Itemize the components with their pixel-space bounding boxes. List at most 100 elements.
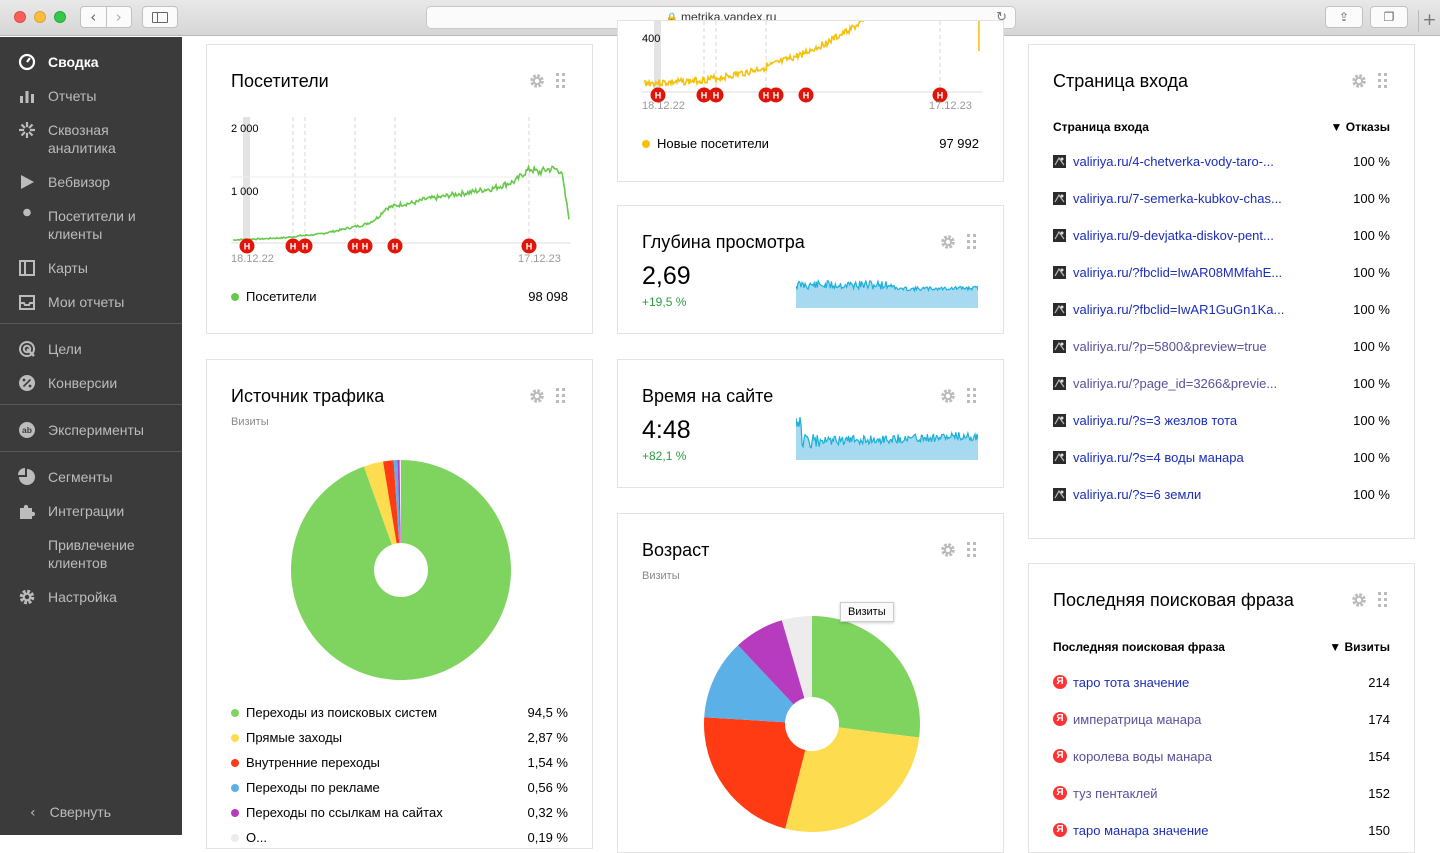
drag-handle-icon[interactable]	[1378, 73, 1388, 89]
entry-page-link[interactable]: valiriya.ru/9-devjatka-diskov-pent...	[1073, 227, 1274, 243]
close-window-button[interactable]	[14, 11, 26, 23]
drag-handle-icon[interactable]	[556, 388, 566, 404]
entry-page-link[interactable]: valiriya.ru/?s=3 жезлов тота	[1073, 412, 1238, 428]
annotation-marker-icon[interactable]: Н	[239, 238, 255, 254]
sidebar-item[interactable]: Конверсии	[0, 366, 182, 400]
lock-icon: 🔒	[665, 13, 679, 24]
legend-value: 1,54 %	[527, 755, 568, 770]
search-phrase-link[interactable]: королева воды манара	[1073, 748, 1212, 764]
sidebar-item[interactable]: Вебвизор	[0, 165, 182, 199]
annotation-marker-icon[interactable]: Н	[285, 238, 301, 254]
share-button[interactable]: ⇪	[1325, 6, 1363, 28]
collapse-sidebar-button[interactable]: ‹ Свернуть	[0, 804, 182, 821]
age-slice[interactable]	[738, 620, 805, 705]
drag-handle-icon[interactable]	[967, 234, 977, 250]
sidebar-item[interactable]: Сквозная аналитика	[0, 113, 182, 165]
gear-icon[interactable]	[528, 387, 546, 405]
minimize-window-button[interactable]	[34, 11, 46, 23]
svg-text:Н: Н	[773, 91, 780, 101]
sidebar-icon	[152, 12, 168, 23]
sidebar-item[interactable]: Интеграции	[0, 494, 182, 528]
annotation-marker-icon[interactable]: Н	[357, 238, 373, 254]
annotation-marker-icon[interactable]: Н	[387, 238, 403, 254]
age-slice[interactable]	[812, 616, 920, 738]
column-header[interactable]: Последняя поисковая фраза	[1053, 640, 1225, 654]
legend-value: 94,5 %	[527, 705, 568, 720]
sidebar-item[interactable]: Привлечение клиентов	[0, 528, 182, 580]
gear-icon[interactable]	[939, 233, 957, 251]
drag-handle-icon[interactable]	[967, 542, 977, 558]
legend-item[interactable]: Внутренние переходы 1,54 %	[231, 755, 568, 770]
sidebar-item[interactable]: Мои отчеты	[0, 285, 182, 319]
traffic-slice[interactable]	[399, 460, 401, 544]
traffic-slice[interactable]	[383, 460, 400, 544]
sidebar-item[interactable]: Сегменты	[0, 460, 182, 494]
search-phrase-link[interactable]: императрица манара	[1073, 711, 1202, 727]
bounce-rate: 100 %	[1353, 338, 1390, 354]
reload-icon[interactable]: ↻	[996, 10, 1007, 25]
sidebar-item[interactable]: Цели	[0, 332, 182, 366]
zoom-window-button[interactable]	[54, 11, 66, 23]
age-slice[interactable]	[704, 645, 794, 723]
legend-value: 2,87 %	[527, 730, 568, 745]
sidebar-toggle-button[interactable]	[142, 6, 178, 28]
age-slice[interactable]	[781, 616, 812, 699]
entry-page-link[interactable]: valiriya.ru/4-chetverka-vody-taro-...	[1073, 153, 1274, 169]
gear-icon[interactable]	[1350, 591, 1368, 609]
annotation-marker-icon[interactable]: Н	[521, 238, 537, 254]
gear-icon[interactable]	[1350, 72, 1368, 90]
gear-icon[interactable]	[939, 387, 957, 405]
legend-item[interactable]: О... 0,19 %	[231, 830, 568, 845]
new-tab-button[interactable]: +	[1418, 10, 1440, 32]
entry-page-link[interactable]: valiriya.ru/?p=5800&preview=true	[1073, 338, 1267, 354]
legend-value: 97 992	[939, 136, 979, 151]
age-slice[interactable]	[704, 717, 806, 829]
legend-item[interactable]: Прямые заходы 2,87 %	[231, 730, 568, 745]
back-icon[interactable]: ‹	[90, 8, 97, 26]
entry-page-link[interactable]: valiriya.ru/?page_id=3266&previe...	[1073, 375, 1278, 391]
entry-page-link[interactable]: valiriya.ru/?s=6 земли	[1073, 486, 1202, 502]
annotation-marker-icon[interactable]: Н	[768, 87, 784, 103]
gear-icon[interactable]	[939, 541, 957, 559]
traffic-slice[interactable]	[291, 460, 511, 680]
sidebar-item[interactable]: Отчеты	[0, 79, 182, 113]
annotation-marker-icon[interactable]: Н	[650, 87, 666, 103]
sidebar-item[interactable]: Сводка	[0, 45, 182, 79]
sort-column-header[interactable]: ▼ Визиты	[1329, 640, 1390, 654]
tabs-overview-button[interactable]: ❐	[1370, 6, 1408, 28]
sidebar-item[interactable]: Карты	[0, 251, 182, 285]
entry-page-link[interactable]: valiriya.ru/?fbclid=IwAR08MMfahE...	[1073, 264, 1283, 280]
sidebar-item[interactable]: ab Эксперименты	[0, 413, 182, 447]
traffic-slice[interactable]	[397, 460, 401, 544]
highlight-band	[243, 117, 250, 243]
annotation-marker-icon[interactable]: Н	[932, 87, 948, 103]
drag-handle-icon[interactable]	[1378, 592, 1388, 608]
search-phrase-link[interactable]: таро тота значение	[1073, 674, 1190, 690]
legend-item[interactable]: Переходы по рекламе 0,56 %	[231, 780, 568, 795]
annotation-marker-icon[interactable]: Н	[798, 87, 814, 103]
entry-page-link[interactable]: valiriya.ru/?s=4 воды манара	[1073, 449, 1244, 465]
column-header[interactable]: Страница входа	[1053, 120, 1149, 134]
traffic-slice[interactable]	[363, 461, 397, 545]
gear-icon[interactable]	[528, 72, 546, 90]
widget-tools	[1350, 72, 1388, 90]
forward-icon[interactable]: ›	[105, 7, 132, 27]
sort-column-header[interactable]: ▼ Отказы	[1330, 120, 1390, 134]
annotation-marker-icon[interactable]: Н	[696, 87, 712, 103]
sidebar-item[interactable]: Настройка	[0, 580, 182, 614]
favicon-icon	[1053, 228, 1066, 242]
search-phrase-link[interactable]: таро манара значение	[1073, 822, 1209, 838]
drag-handle-icon[interactable]	[967, 388, 977, 404]
traffic-slice[interactable]	[393, 460, 401, 544]
age-slice[interactable]	[785, 727, 920, 832]
search-phrase-link[interactable]: туз пентаклей	[1073, 785, 1158, 801]
drag-handle-icon[interactable]	[556, 73, 566, 89]
visitors-line	[232, 163, 570, 242]
annotation-marker-icon[interactable]: Н	[708, 87, 724, 103]
sidebar-item[interactable]: Посетители и клиенты	[0, 199, 182, 251]
legend-item[interactable]: Переходы по ссылкам на сайтах 0,32 %	[231, 805, 568, 820]
annotation-marker-icon[interactable]: Н	[297, 238, 313, 254]
entry-page-link[interactable]: valiriya.ru/7-semerka-kubkov-chas...	[1073, 190, 1282, 206]
entry-page-link[interactable]: valiriya.ru/?fbclid=IwAR1GuGn1Ka...	[1073, 301, 1285, 317]
legend-item[interactable]: Переходы из поисковых систем 94,5 %	[231, 705, 568, 720]
